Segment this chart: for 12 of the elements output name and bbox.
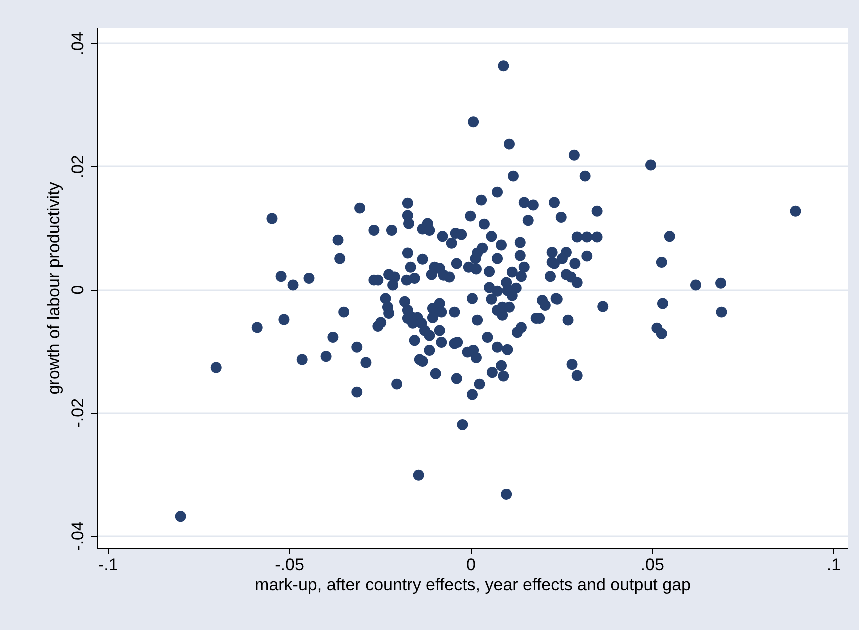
- y-tick-label: -.02: [68, 398, 88, 428]
- x-tick-label: 0: [466, 556, 476, 574]
- y-tick-label: 0: [68, 285, 88, 295]
- y-tick-label: .04: [68, 32, 88, 56]
- y-tick-label: .02: [68, 155, 88, 179]
- x-tick-label: .05: [640, 556, 664, 574]
- x-tick-label: -.1: [98, 556, 118, 574]
- y-tick-label: -.04: [68, 522, 88, 551]
- x-axis-title: mark-up, after country effects, year effects and output gap: [255, 576, 691, 594]
- x-tick-label: -.05: [275, 556, 304, 574]
- x-tick-label: .1: [826, 556, 842, 574]
- y-axis-title: growth of labour productivity: [44, 182, 64, 395]
